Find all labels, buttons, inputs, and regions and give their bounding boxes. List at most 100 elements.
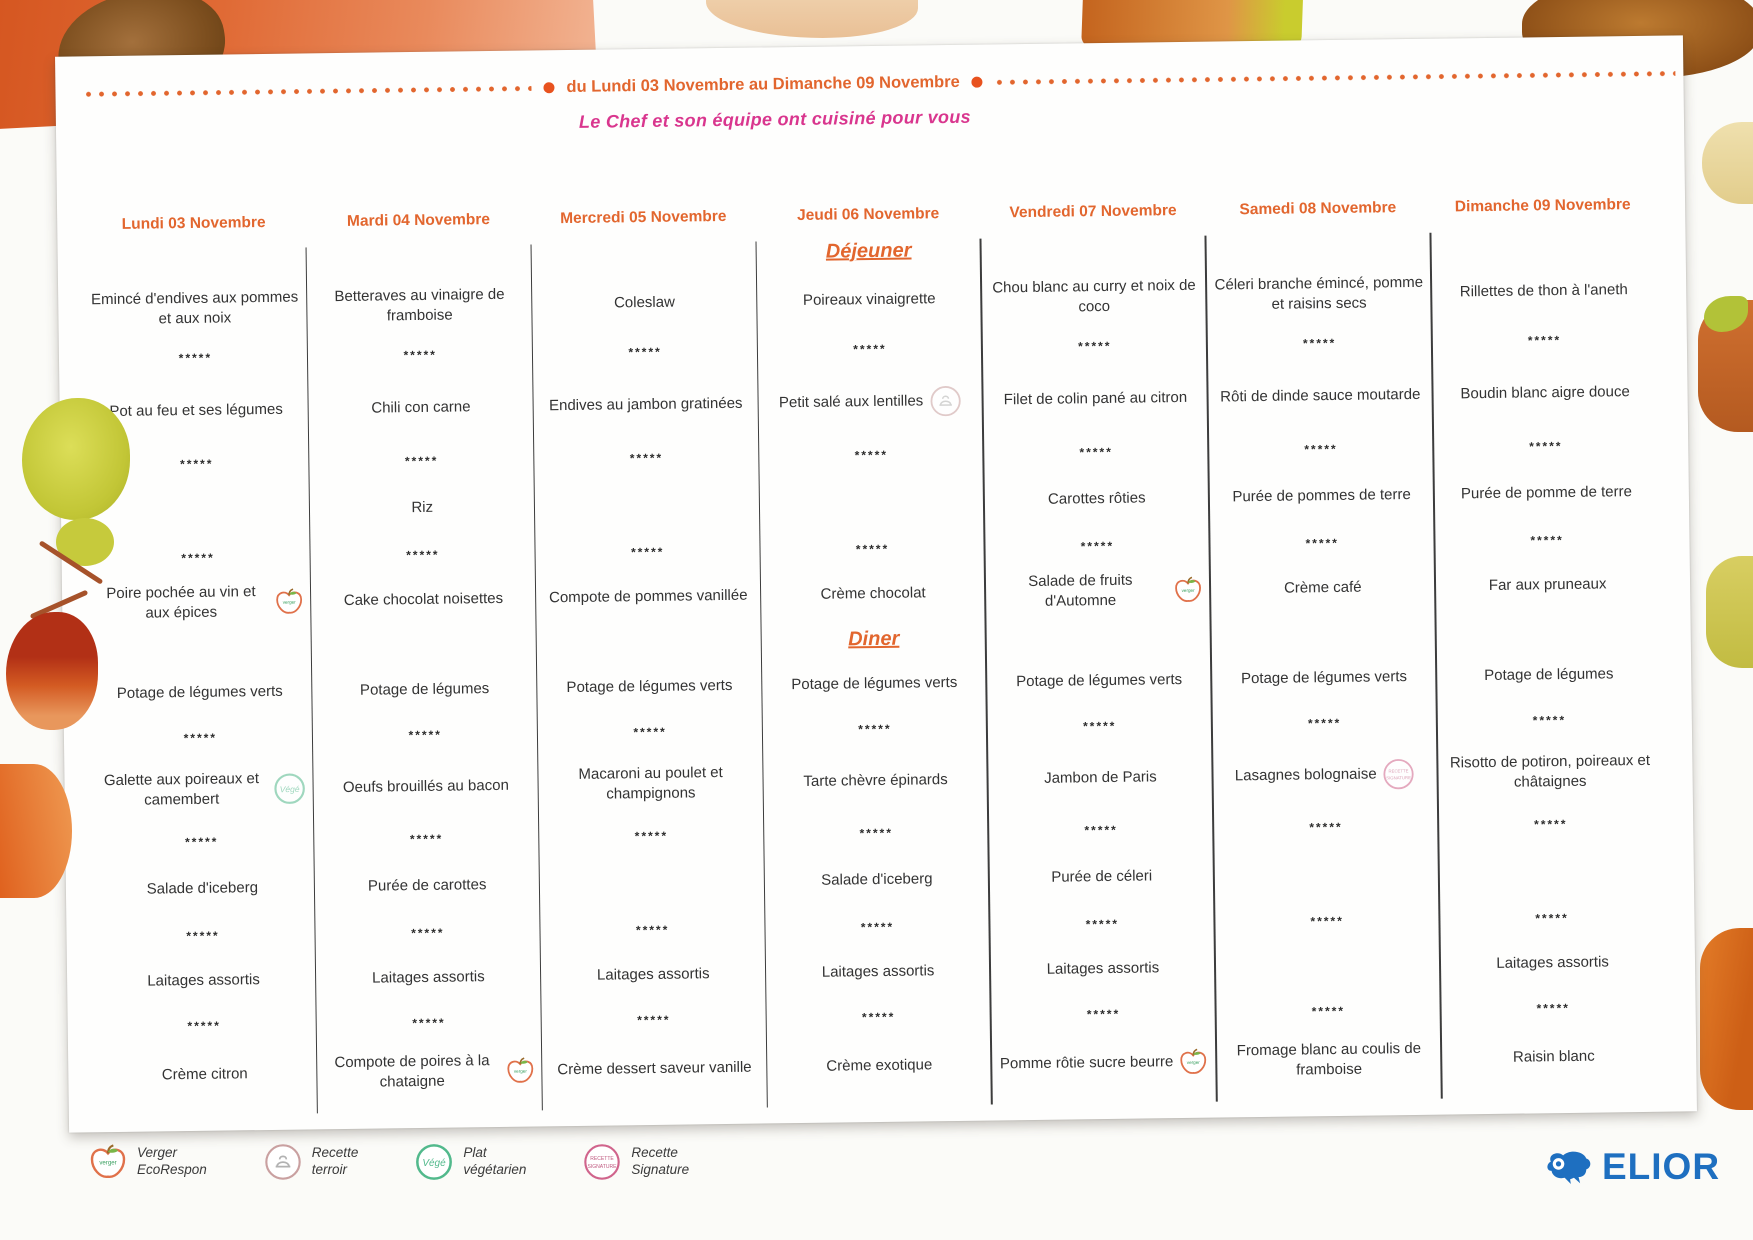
day-column-samedi: Samedi 08 Novembre Céleri branche émincé…	[1205, 185, 1442, 1098]
day-header: Vendredi 07 Novembre	[1009, 202, 1177, 222]
dish-cell	[541, 470, 753, 541]
dish-separator: *****	[1309, 819, 1343, 835]
dish-cell: Crème citron	[99, 1037, 311, 1112]
dish-text: Carottes rôties	[1047, 489, 1146, 508]
dish-separator: *****	[1535, 910, 1569, 926]
dish-separator: *****	[1527, 333, 1562, 348]
dish-separator: *****	[861, 1009, 896, 1025]
day-column-jeudi: Jeudi 06 Novembre Déjeuner Poireaux vina…	[755, 191, 992, 1104]
dish-separator: *****	[630, 544, 665, 560]
week-date-range: du Lundi 03 Novembre au Dimanche 09 Nove…	[566, 72, 960, 97]
dish-text: Laitages assortis	[1496, 953, 1609, 973]
dish-text: Chili con carne	[371, 398, 471, 417]
quince-photo	[1702, 122, 1753, 204]
verger-ecorespon-icon	[1178, 1047, 1208, 1077]
dish-text: Filet de colin pané au citron	[1003, 389, 1188, 409]
dish-text: Coleslaw	[613, 293, 675, 312]
empty-slot	[94, 633, 305, 662]
dish-text: Salade d'iceberg	[821, 870, 933, 889]
legend-label-line: Signature	[631, 1162, 690, 1177]
dish-text: Laitages assortis	[596, 965, 710, 984]
dish-cell: Riz	[316, 473, 528, 544]
dish-cell: Chili con carne	[315, 367, 527, 450]
day-column-dimanche: Dimanche 09 Novembre Rillettes de thon à…	[1430, 182, 1667, 1095]
day-column-vendredi: Vendredi 07 Novembre Chou blanc au curry…	[980, 188, 1217, 1101]
dish-cell: Emincé d'endives aux pommes et aux noix	[89, 272, 301, 347]
legend-label: Recette Signature	[631, 1145, 689, 1179]
dish-cell: Laitages assortis	[1447, 930, 1659, 997]
dish-cell: Jambon de Paris	[994, 738, 1206, 819]
recette-signature-icon	[582, 1142, 622, 1182]
dish-cell: Cake chocolat noisettes	[318, 567, 530, 634]
dish-separator: *****	[183, 730, 218, 746]
dish-text: Poire pochée au vin et aux épices	[106, 583, 256, 622]
dish-cell: Risotto de potiron, poireaux et châtaign…	[1444, 732, 1656, 813]
dish-text: Purée de céleri	[1051, 867, 1153, 886]
dish-cell: Crème chocolat	[767, 561, 979, 628]
dish-cell: Boudin blanc aigre douce	[1439, 352, 1651, 435]
plat-vegetarien-icon	[272, 771, 306, 805]
dish-separator: *****	[1080, 538, 1115, 554]
dish-cell: Potage de légumes verts	[94, 659, 306, 726]
dish-text: Crème café	[1283, 578, 1362, 597]
dinner-label-slot: Diner	[768, 625, 979, 654]
dish-text: Laitages assortis	[147, 971, 260, 990]
dish-separator: *****	[1086, 1006, 1121, 1022]
dish-text: Potage de légumes verts	[1240, 668, 1408, 688]
dish-text: Céleri branche émincé, pomme et raisins …	[1214, 274, 1424, 313]
dish-cell	[1222, 933, 1434, 1000]
dish-cell: Macaroni au poulet et champignons	[545, 744, 757, 825]
dish-text: Oeufs brouillés au bacon	[342, 776, 509, 797]
dish-cell: Laitages assortis	[547, 942, 759, 1009]
dish-text: Jambon de Paris	[1044, 768, 1157, 787]
dish-separator: *****	[1536, 1000, 1570, 1016]
empty-slot	[993, 622, 1204, 651]
verger-ecorespon-icon	[274, 586, 304, 616]
dish-cell	[1221, 839, 1433, 910]
dish-separator: *****	[186, 928, 220, 944]
dish-cell: Potage de légumes	[1443, 642, 1655, 709]
day-header: Lundi 03 Novembre	[121, 213, 266, 233]
dish-cell: Potage de légumes verts	[1218, 645, 1430, 712]
dish-separator: *****	[408, 727, 442, 743]
dish-text: Laitages assortis	[821, 962, 935, 981]
dish-separator: *****	[853, 341, 887, 357]
dish-cell: Endives au jambon gratinées	[540, 364, 752, 447]
recette-terroir-icon	[928, 384, 962, 418]
dish-separator: *****	[1532, 712, 1567, 728]
dish-separator: *****	[184, 834, 219, 850]
dish-text: Laitages assortis	[372, 968, 485, 987]
dish-separator: *****	[629, 450, 664, 466]
dish-text: Betteraves au vinaigre de framboise	[334, 286, 505, 325]
dish-text: Risotto de potiron, poireaux et châtaign…	[1449, 752, 1651, 791]
dish-text: Lasagnes bolognaise	[1234, 765, 1377, 785]
dish-text: Potage de légumes	[1484, 665, 1614, 685]
dish-text: Salade d'iceberg	[146, 879, 259, 898]
legend-label-line: Recette	[311, 1145, 359, 1161]
legend-item: Verger EcoRespon	[88, 1142, 207, 1182]
empty-slot	[988, 234, 1199, 263]
day-column-lundi: Lundi 03 Novembre Emincé d'endives aux p…	[81, 199, 318, 1112]
verger-ecorespon-icon	[505, 1056, 535, 1086]
dish-cell: Poireaux vinaigrette	[763, 263, 975, 338]
dish-separator: *****	[1305, 535, 1339, 551]
empty-slot	[318, 631, 529, 660]
dish-text: Compote de pommes vanillée	[548, 586, 748, 607]
dish-cell: Potage de légumes	[319, 657, 531, 724]
empty-slot	[1213, 231, 1424, 260]
dish-text: Pomme rôtie sucre beurre	[999, 1053, 1174, 1073]
dish-separator: *****	[411, 925, 445, 941]
dish-cell: Laitages assortis	[772, 939, 984, 1006]
legend-label-line: Recette	[631, 1145, 678, 1161]
dish-text: Crème citron	[161, 1065, 248, 1084]
dish-text: Purée de carottes	[367, 876, 487, 895]
dish-separator: *****	[854, 447, 889, 463]
dish-cell: Laitages assortis	[98, 947, 310, 1014]
dish-separator: *****	[187, 1018, 221, 1034]
dish-cell: Potage de légumes verts	[993, 648, 1205, 715]
dish-separator: *****	[1304, 441, 1338, 457]
dish-separator: *****	[1534, 816, 1568, 832]
legend-label-line: Verger	[137, 1145, 178, 1161]
day-header: Samedi 08 Novembre	[1239, 199, 1397, 219]
dish-cell: Far aux pruneaux	[1442, 552, 1654, 619]
